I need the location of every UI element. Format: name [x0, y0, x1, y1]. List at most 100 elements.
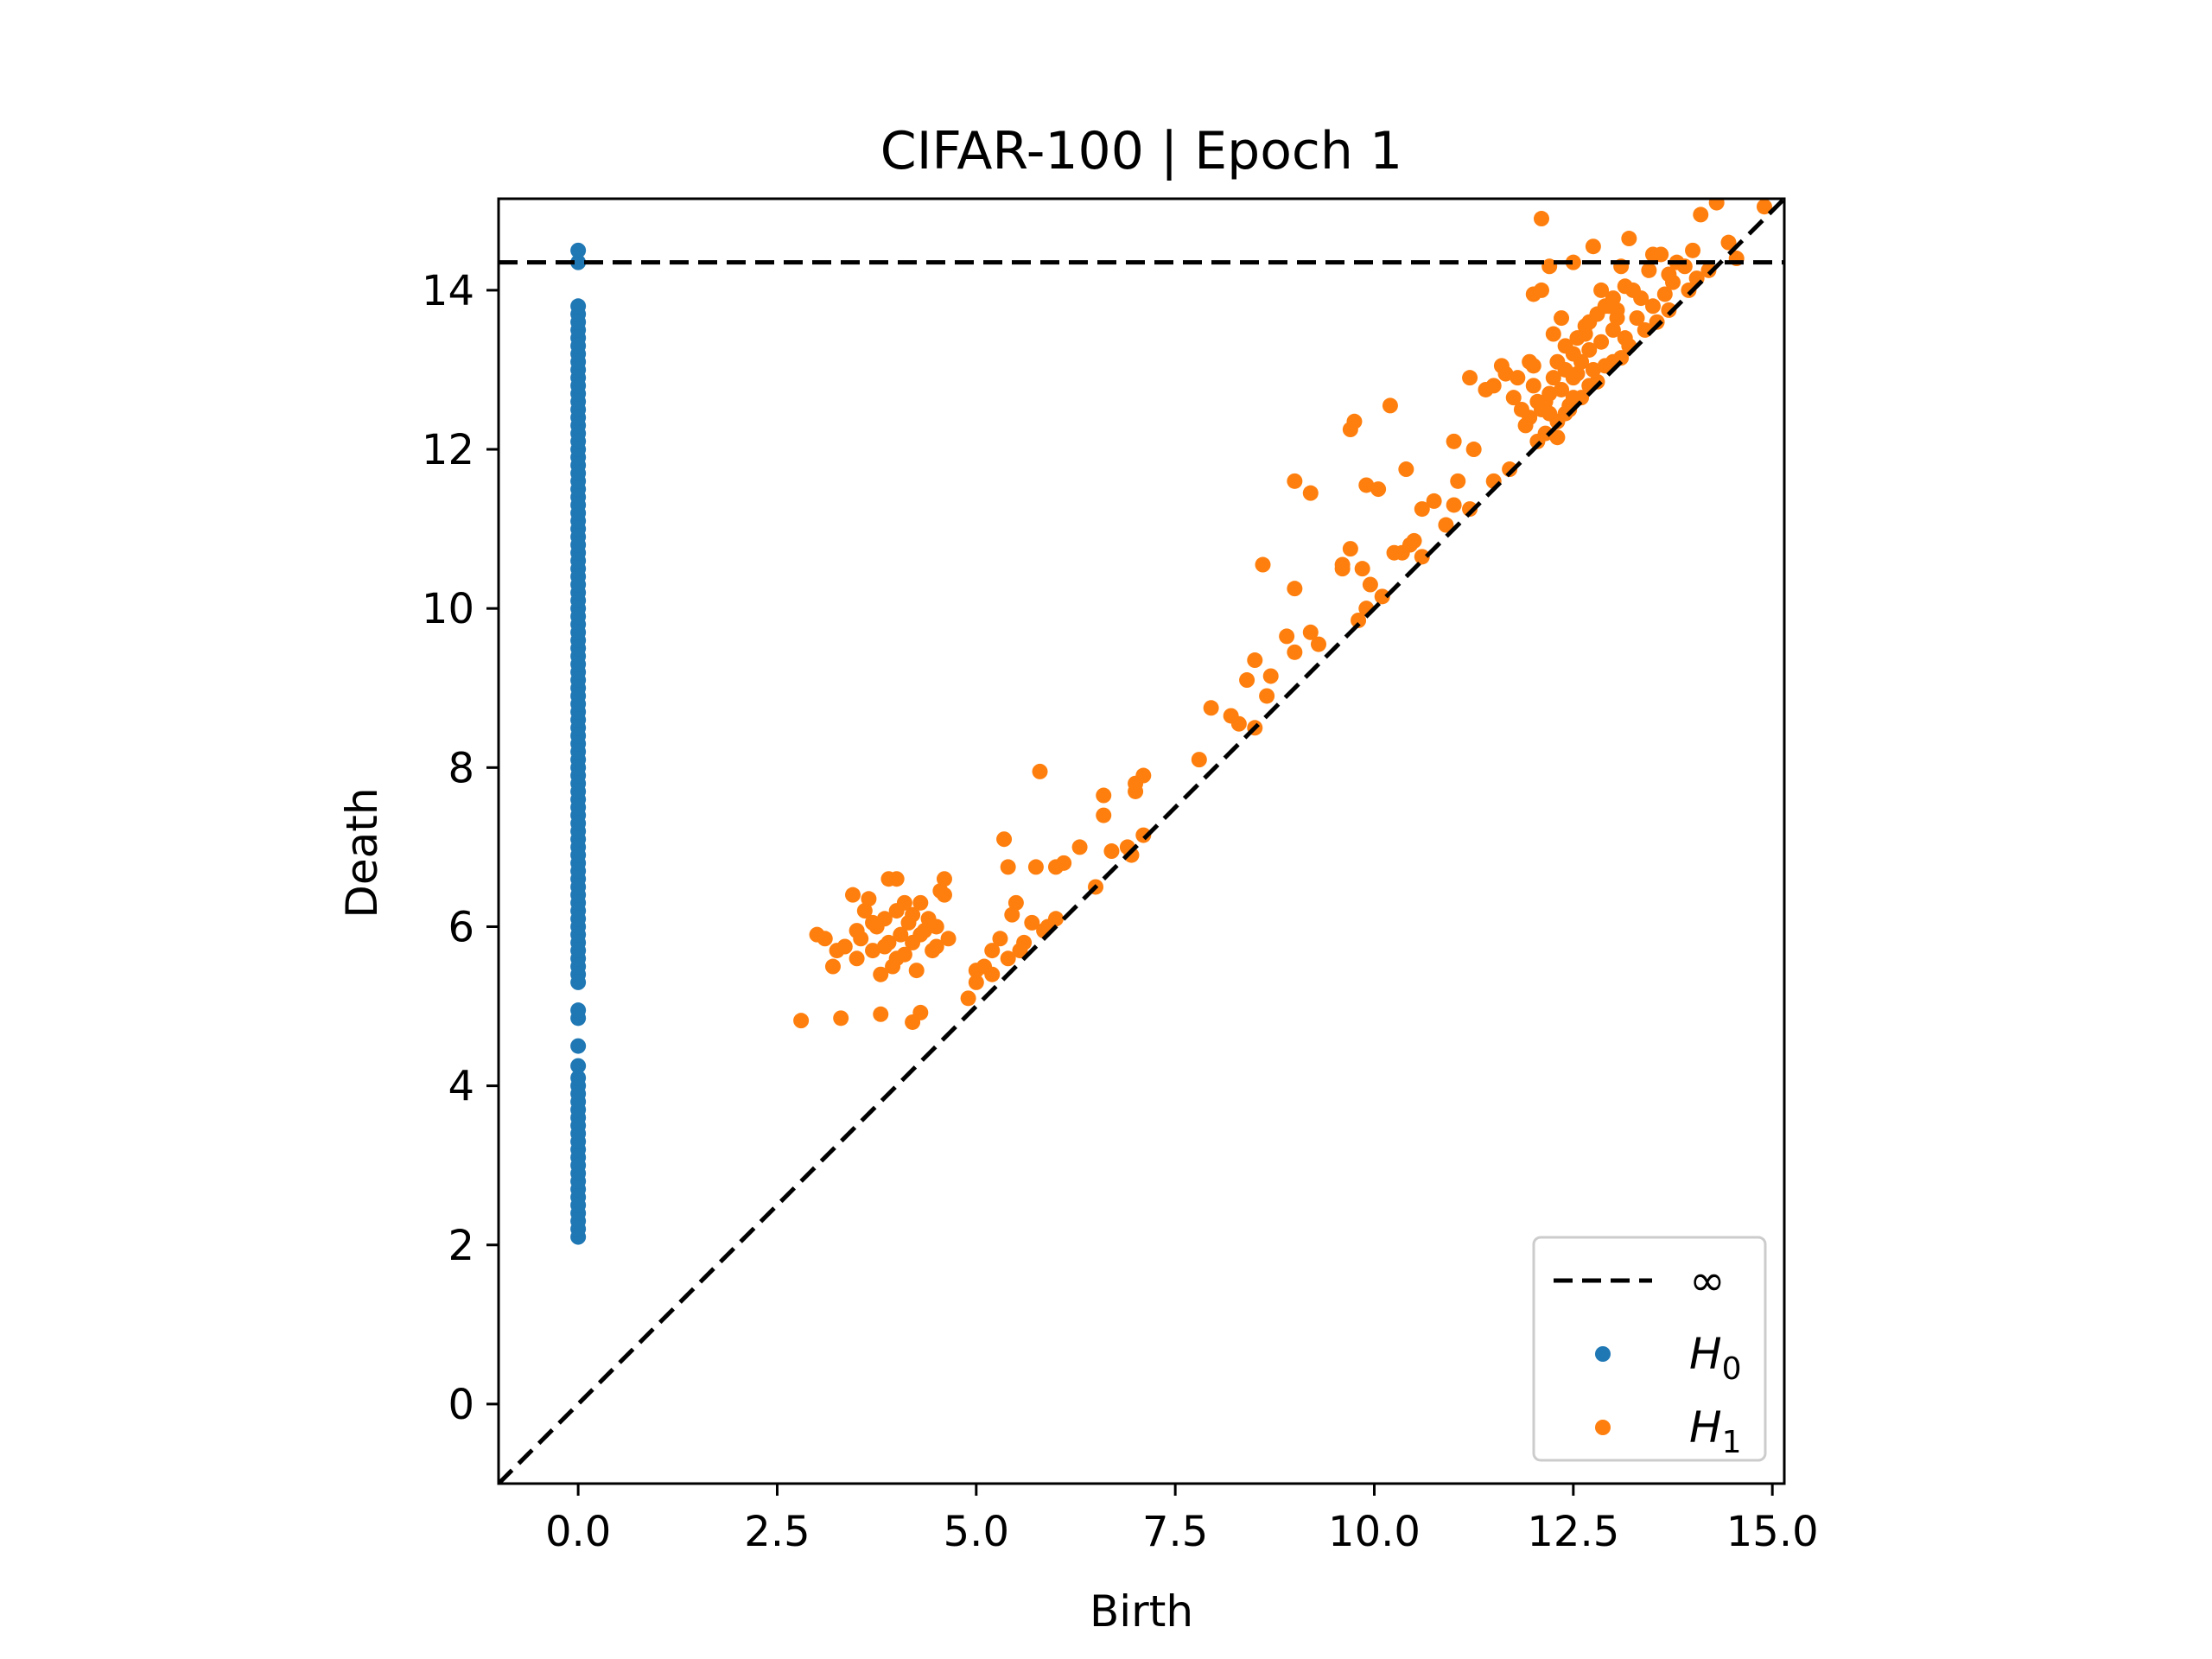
x-tick-label: 7.5: [1142, 1508, 1208, 1556]
point-h1: [1426, 493, 1442, 509]
point-h1: [1334, 556, 1351, 573]
point-h1: [1135, 827, 1152, 843]
point-h1: [876, 911, 893, 927]
point-h1: [1644, 246, 1661, 263]
point-h1: [1287, 581, 1303, 597]
point-h1: [865, 943, 881, 959]
point-h1: [1585, 361, 1601, 378]
point-h1: [912, 894, 929, 911]
point-h1: [888, 871, 905, 887]
point-h1: [1557, 405, 1573, 422]
legend-point-swatch: [1595, 1346, 1611, 1362]
x-tick-label: 0.0: [545, 1508, 611, 1556]
point-h1: [1593, 334, 1610, 350]
point-h1: [1351, 612, 1367, 628]
point-h1: [888, 950, 905, 967]
point-h1: [861, 891, 877, 907]
point-h1: [940, 931, 957, 947]
point-h1: [1446, 433, 1462, 449]
point-h1: [1621, 231, 1637, 247]
y-tick-label: 14: [422, 267, 474, 315]
point-h1: [912, 926, 929, 943]
point-h1: [1629, 310, 1645, 327]
point-h1: [1450, 473, 1466, 489]
point-h1: [1047, 911, 1064, 927]
point-h1: [1700, 262, 1717, 278]
point-h1: [928, 938, 944, 955]
point-h1: [1362, 576, 1378, 593]
point-h1: [1522, 410, 1538, 426]
x-tick-label: 5.0: [944, 1508, 1009, 1556]
point-h1: [1661, 302, 1677, 318]
x-axis-label: Birth: [1090, 1586, 1193, 1637]
point-h1: [1533, 211, 1549, 227]
y-tick-label: 12: [422, 426, 474, 474]
y-tick-label: 10: [422, 585, 474, 633]
point-h1: [1123, 847, 1140, 863]
point-h1: [896, 894, 912, 911]
point-h1: [1485, 378, 1502, 394]
point-h1: [1032, 763, 1048, 779]
point-h1: [1346, 413, 1363, 429]
point-h1: [1497, 365, 1514, 382]
point-h1: [1382, 397, 1398, 414]
point-h1: [845, 887, 861, 903]
point-h1: [1027, 859, 1044, 875]
point-h1: [928, 918, 944, 935]
x-tick-label: 2.5: [744, 1508, 810, 1556]
point-h0: [570, 254, 587, 270]
point-h1: [836, 938, 853, 955]
point-h1: [865, 914, 881, 931]
point-h1: [1554, 310, 1570, 327]
point-h1: [1545, 370, 1561, 386]
point-h1: [1545, 326, 1561, 342]
point-h1: [1720, 234, 1737, 251]
point-h1: [1541, 258, 1558, 275]
point-h1: [1589, 373, 1605, 390]
point-h1: [1605, 290, 1621, 307]
point-h1: [1573, 353, 1590, 370]
point-h1: [960, 990, 976, 1007]
point-h1: [1259, 688, 1275, 704]
point-h1: [1287, 473, 1303, 489]
point-h1: [1302, 624, 1319, 640]
legend-label: H1: [1689, 1402, 1742, 1460]
point-h1: [1247, 652, 1263, 669]
point-h1: [1510, 370, 1526, 386]
point-h1: [1096, 807, 1112, 823]
point-h1: [1681, 282, 1697, 298]
point-h1: [1641, 262, 1657, 278]
point-h1: [1016, 934, 1033, 950]
point-h1: [984, 966, 1001, 982]
point-h1: [849, 950, 865, 967]
point-h1: [1462, 370, 1478, 386]
point-h1: [833, 1010, 849, 1027]
point-h1: [1581, 314, 1598, 330]
point-h1: [1581, 341, 1598, 358]
point-h1: [1414, 501, 1430, 518]
point-h1: [1465, 442, 1482, 458]
point-h1: [1230, 715, 1247, 732]
y-axis-label: Death: [337, 787, 387, 918]
point-h1: [936, 887, 952, 903]
point-h1: [1609, 302, 1625, 318]
point-h1: [1525, 378, 1541, 394]
point-h1: [1135, 767, 1152, 784]
point-h1: [1617, 330, 1633, 346]
plot-frame: [497, 197, 1786, 1485]
point-h1: [1406, 532, 1422, 549]
point-h1: [1398, 461, 1414, 478]
y-tick-label: 8: [448, 744, 474, 792]
point-h1: [1577, 326, 1593, 342]
point-h1: [1656, 286, 1673, 302]
point-h1: [1255, 556, 1271, 573]
point-h0: [570, 298, 587, 315]
point-h1: [1554, 381, 1570, 397]
point-h1: [873, 966, 889, 982]
point-h0: [570, 242, 587, 258]
point-h1: [1302, 485, 1319, 501]
point-h1: [1000, 950, 1016, 967]
points-layer: [570, 199, 1772, 1245]
point-h1: [1644, 298, 1661, 315]
point-h1: [1007, 894, 1024, 911]
